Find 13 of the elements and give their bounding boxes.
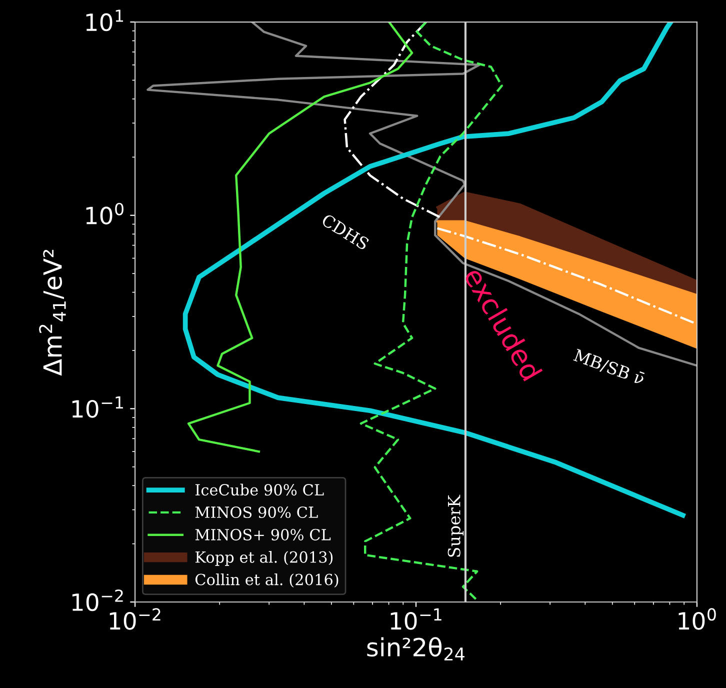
legend-label: IceCube 90% CL: [195, 484, 324, 496]
ref-line-label: SuperK: [448, 494, 464, 557]
y-tick-label: 10$^{1}$: [86, 10, 124, 32]
x-axis-title: sin²2θ$_{24}$: [367, 637, 464, 660]
y-axis-title: Δm$^{2}$$_{41}$/eV²: [39, 250, 66, 376]
legend-label: Kopp et al. (2013): [195, 551, 333, 566]
legend-label: MINOS 90% CL: [195, 506, 318, 518]
legend-label: MINOS+ 90% CL: [195, 528, 331, 540]
y-tick-label: 10$^{−1}$: [72, 396, 123, 418]
x-tick-label: 10$^{−1}$: [390, 608, 442, 630]
x-tick-label: 10$^{0}$: [678, 608, 716, 630]
legend-label: Collin et al. (2016): [195, 573, 338, 588]
y-tick-label: 10$^{0}$: [86, 202, 124, 224]
